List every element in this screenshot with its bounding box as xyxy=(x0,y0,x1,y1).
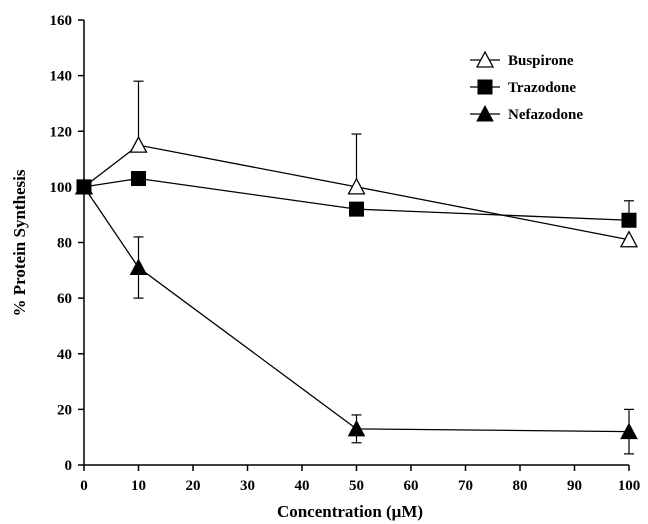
trazodone-point xyxy=(131,171,146,187)
legend-item-trazodone: Trazodone xyxy=(470,79,576,96)
legend-label-trazodone: Trazodone xyxy=(508,80,576,96)
buspirone-point xyxy=(129,135,148,153)
buspirone-point xyxy=(619,230,639,248)
legend-item-buspirone: Buspirone xyxy=(470,50,574,69)
trazodone-point xyxy=(349,201,364,217)
error-bars xyxy=(133,80,634,455)
x-tick-label: 90 xyxy=(567,478,582,494)
x-tick-label: 100 xyxy=(618,478,641,494)
buspirone-point xyxy=(347,177,366,195)
x-tick-label: 20 xyxy=(186,478,201,494)
nefazodone-point xyxy=(620,422,638,440)
nefazodone-point xyxy=(129,258,148,276)
buspirone-line xyxy=(83,144,630,241)
legend: Buspirone Trazodone Nefazodone xyxy=(470,50,583,123)
trazodone-point xyxy=(621,212,637,228)
y-axis-label: % Protein Synthesis xyxy=(10,169,29,316)
legend-marker-nefazodone xyxy=(476,104,494,122)
y-tick-label: 40 xyxy=(57,347,72,363)
x-tick-label: 60 xyxy=(404,478,419,494)
legend-item-nefazodone: Nefazodone xyxy=(470,104,583,123)
legend-marker-trazodone xyxy=(477,79,493,95)
x-tick-label: 70 xyxy=(458,478,473,494)
y-axis-ticks: 0 20 40 60 80 100 120 140 160 xyxy=(50,13,84,474)
x-tick-label: 80 xyxy=(513,478,528,494)
y-tick-label: 160 xyxy=(50,13,73,29)
series-lines xyxy=(83,144,630,433)
y-tick-label: 20 xyxy=(57,402,72,418)
x-axis-label: Concentration (μM) xyxy=(277,502,423,521)
legend-label-nefazodone: Nefazodone xyxy=(508,107,583,123)
legend-label-buspirone: Buspirone xyxy=(508,53,574,69)
nefazodone-point xyxy=(75,177,93,195)
x-axis-ticks: 0 10 20 30 40 50 60 70 80 90 100 xyxy=(80,465,640,494)
x-tick-label: 10 xyxy=(131,478,146,494)
nefazodone-line xyxy=(83,186,630,433)
legend-marker-buspirone xyxy=(475,50,495,68)
x-tick-label: 0 xyxy=(80,478,88,494)
y-tick-label: 60 xyxy=(57,291,72,307)
nefazodone-point xyxy=(347,419,366,437)
series-markers xyxy=(74,135,639,440)
y-tick-label: 100 xyxy=(50,180,73,196)
y-tick-label: 0 xyxy=(65,458,73,474)
y-tick-label: 140 xyxy=(50,69,73,85)
x-tick-label: 40 xyxy=(295,478,310,494)
trazodone-line xyxy=(83,177,630,221)
x-tick-label: 30 xyxy=(240,478,255,494)
y-tick-label: 120 xyxy=(50,124,73,140)
x-tick-label: 50 xyxy=(349,478,364,494)
y-tick-label: 80 xyxy=(57,236,72,252)
